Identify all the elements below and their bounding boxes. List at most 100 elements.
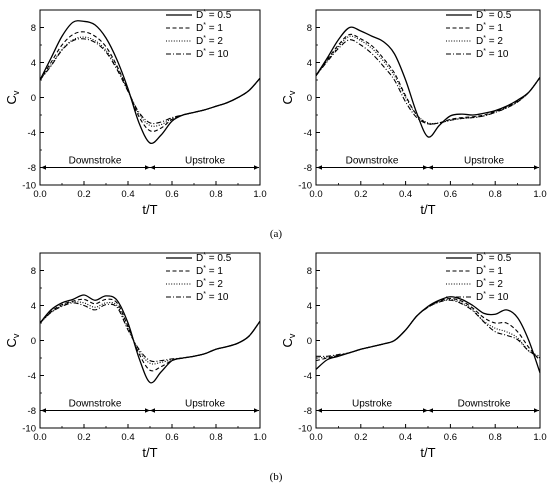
- y-tick-label: 0: [31, 336, 36, 347]
- phase-annotation-first: Downstroke: [346, 156, 399, 167]
- y-tick-label: 8: [31, 266, 36, 277]
- y-tick-label: 0: [307, 336, 312, 347]
- y-tick-label: 4: [31, 301, 36, 312]
- legend-label: D* = 0.5: [476, 9, 512, 21]
- panel-bottom-left: 0.0 0.2 0.4 0.6 0.8 1.0 8 4 0 -4 -8 -10 t/T Cv Downstr…: [4, 252, 267, 460]
- legend-label: D* = 2: [196, 35, 223, 47]
- x-tick-label: 0.6: [165, 432, 178, 443]
- x-tick-label: 1.0: [253, 189, 266, 200]
- y-tick-label: -4: [28, 128, 36, 139]
- x-tick-label: 1.0: [533, 189, 546, 200]
- x-tick-label: 0.8: [489, 432, 502, 443]
- y-tick-label: -4: [28, 371, 36, 382]
- x-tick-label: 0.2: [77, 432, 90, 443]
- phase-arrowhead: [145, 408, 150, 413]
- y-tick-label: 8: [307, 23, 312, 34]
- y-tick-label: -8: [304, 406, 312, 417]
- phase-annotation-first: Downstroke: [69, 156, 122, 167]
- phase-arrowhead: [317, 165, 322, 170]
- legend-label: D* = 0.5: [196, 9, 232, 21]
- series-line-1: [315, 296, 541, 374]
- phase-arrowhead: [145, 165, 150, 170]
- y-axis-label: Cv: [280, 90, 297, 104]
- series-line-4: [39, 302, 261, 363]
- x-tick-label: 0.8: [489, 189, 502, 200]
- legend-label: D* = 0.5: [196, 252, 232, 264]
- x-tick-label: 1.0: [533, 432, 546, 443]
- phase-arrowhead: [254, 408, 259, 413]
- panel-top-left: 0.0 0.2 0.4 0.6 0.8 1.0 8 4 0 -4 -8 -10 t/T Cv Downstr…: [4, 9, 267, 217]
- legend-label: D* = 10: [476, 291, 509, 303]
- legend-label: D* = 1: [196, 22, 223, 34]
- series-line-4: [315, 39, 541, 125]
- legend-label: D* = 0.5: [476, 252, 512, 264]
- legend-label: D* = 2: [476, 278, 503, 290]
- y-tick-label: 4: [307, 301, 312, 312]
- legend-label: D* = 1: [476, 265, 503, 277]
- phase-annotation-second: Upstroke: [464, 156, 504, 167]
- x-tick-label: 0.0: [33, 189, 46, 200]
- legend-label: D* = 10: [196, 291, 229, 303]
- x-axis-label: t/T: [142, 202, 157, 217]
- x-tick-label: 0.6: [444, 189, 457, 200]
- x-tick-label: 1.0: [253, 432, 266, 443]
- x-tick-label: 0.0: [33, 432, 46, 443]
- phase-arrowhead: [150, 408, 155, 413]
- phase-annotation-second: Upstroke: [185, 399, 225, 410]
- y-tick-label: 4: [31, 58, 36, 69]
- series-line-4: [39, 38, 261, 125]
- series-line-1: [315, 26, 541, 138]
- phase-arrowhead: [423, 408, 428, 413]
- legend-label: D* = 2: [196, 278, 223, 290]
- phase-arrowhead: [534, 165, 539, 170]
- phase-annotation-second: Upstroke: [185, 156, 225, 167]
- y-axis-label: Cv: [4, 333, 21, 347]
- phase-annotation-second: Downstroke: [458, 399, 511, 410]
- y-tick-label: 4: [307, 58, 312, 69]
- caption-a: (a): [270, 228, 283, 240]
- series-line-3: [39, 301, 261, 365]
- series-line-2: [315, 33, 541, 125]
- y-tick-label: 8: [307, 266, 312, 277]
- panel-top-right: 0.0 0.2 0.4 0.6 0.8 1.0 8 4 0 -4 -8 -10 t/T Cv Downstr…: [280, 9, 547, 217]
- series-line-2: [39, 31, 261, 132]
- x-tick-label: 0.8: [209, 432, 222, 443]
- y-tick-label: 0: [31, 93, 36, 104]
- y-tick-label: 0: [307, 93, 312, 104]
- y-tick-label: 8: [31, 23, 36, 34]
- x-tick-label: 0.6: [165, 189, 178, 200]
- y-tick-label: -10: [22, 424, 36, 435]
- series-line-4: [315, 299, 541, 357]
- y-axis-label: Cv: [4, 90, 21, 104]
- x-axis-label: t/T: [420, 445, 435, 460]
- y-tick-label: -4: [304, 371, 312, 382]
- legend-label: D* = 10: [196, 48, 229, 60]
- y-tick-label: -10: [298, 424, 312, 435]
- phase-arrowhead: [317, 408, 322, 413]
- x-tick-label: 0.2: [77, 189, 90, 200]
- x-axis-label: t/T: [420, 202, 435, 217]
- y-tick-label: -8: [304, 163, 312, 174]
- x-tick-label: 0.4: [121, 189, 134, 200]
- phase-arrowhead: [254, 165, 259, 170]
- phase-arrowhead: [41, 408, 46, 413]
- y-axis-label: Cv: [280, 333, 297, 347]
- panel-bottom-right: 0.0 0.2 0.4 0.6 0.8 1.0 8 4 0 -4 -8 -10 t/T Cv Upstrok…: [280, 252, 547, 460]
- series-line-2: [39, 298, 261, 372]
- legend-label: D* = 1: [476, 22, 503, 34]
- series-line-3: [315, 298, 541, 359]
- caption-b: (b): [270, 471, 283, 483]
- series-line-3: [315, 35, 541, 125]
- x-tick-label: 0.0: [309, 432, 322, 443]
- phase-arrowhead: [150, 165, 155, 170]
- x-tick-label: 0.2: [354, 432, 367, 443]
- legend-label: D* = 1: [196, 265, 223, 277]
- phase-arrowhead: [428, 165, 433, 170]
- phase-annotation-first: Upstroke: [352, 399, 392, 410]
- phase-arrowhead: [534, 408, 539, 413]
- y-tick-label: -10: [298, 181, 312, 192]
- y-tick-label: -10: [22, 181, 36, 192]
- x-tick-label: 0.4: [121, 432, 134, 443]
- y-tick-label: -4: [304, 128, 312, 139]
